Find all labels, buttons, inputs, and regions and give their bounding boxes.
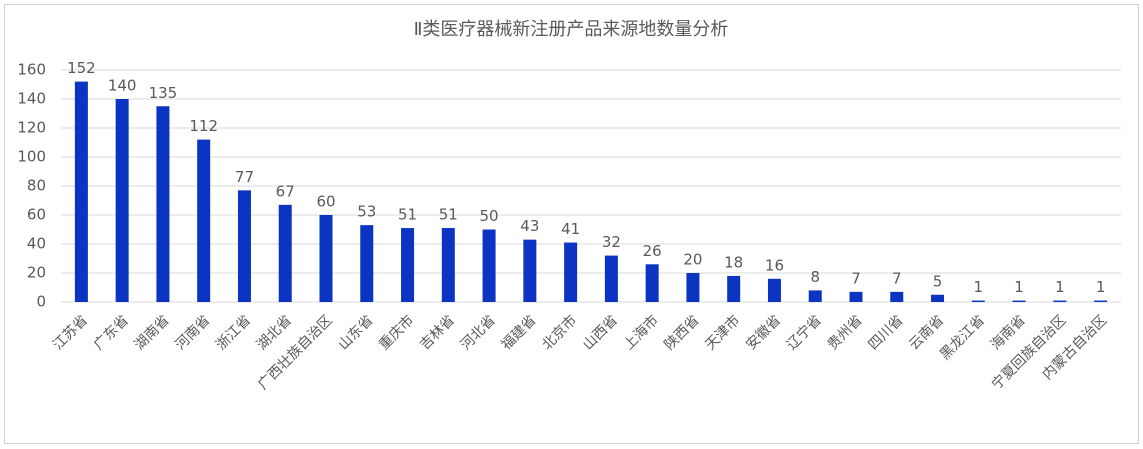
y-tick-label: 0 xyxy=(36,293,46,311)
y-tick-label: 80 xyxy=(27,177,46,195)
data-label: 1 xyxy=(1014,278,1024,296)
data-label: 1 xyxy=(1096,278,1106,296)
data-label: 112 xyxy=(189,117,218,135)
bar xyxy=(564,242,578,302)
data-label: 32 xyxy=(602,233,621,251)
bar xyxy=(237,190,251,302)
data-label: 140 xyxy=(108,77,137,95)
bar xyxy=(808,290,822,302)
bar xyxy=(360,225,374,302)
bar xyxy=(401,228,415,302)
data-label: 53 xyxy=(357,203,376,221)
bar xyxy=(686,273,700,302)
data-label: 135 xyxy=(149,84,178,102)
data-label: 7 xyxy=(892,269,902,287)
bar xyxy=(319,215,333,302)
y-tick-label: 60 xyxy=(27,206,46,224)
data-label: 18 xyxy=(724,253,743,271)
data-label: 50 xyxy=(480,207,499,225)
bar xyxy=(1012,300,1026,302)
bar xyxy=(604,255,618,302)
bar xyxy=(849,291,863,302)
bar xyxy=(197,139,211,302)
data-label: 1 xyxy=(1055,278,1065,296)
bar xyxy=(523,239,537,302)
y-tick-label: 160 xyxy=(17,61,46,79)
data-label: 1 xyxy=(974,278,984,296)
data-label: 77 xyxy=(235,168,254,186)
bar xyxy=(1053,300,1067,302)
bar xyxy=(727,275,741,302)
bar xyxy=(441,228,455,302)
data-label: 67 xyxy=(276,182,295,200)
data-label: 51 xyxy=(398,206,417,224)
data-label: 7 xyxy=(851,269,861,287)
chart-border xyxy=(4,4,1139,444)
chart-title: Ⅱ类医疗器械新注册产品来源地数量分析 xyxy=(414,19,729,40)
y-tick-label: 40 xyxy=(27,235,46,253)
bar xyxy=(767,278,781,302)
data-label: 152 xyxy=(67,59,96,77)
y-tick-label: 140 xyxy=(17,90,46,108)
data-label: 60 xyxy=(316,193,335,211)
data-label: 26 xyxy=(643,242,662,260)
data-label: 16 xyxy=(765,256,784,274)
data-label: 41 xyxy=(561,220,580,238)
bar xyxy=(482,229,496,302)
data-label: 51 xyxy=(439,206,458,224)
bar xyxy=(890,291,904,302)
y-tick-label: 20 xyxy=(27,264,46,282)
bar xyxy=(1094,300,1108,302)
data-label: 20 xyxy=(683,251,702,269)
data-label: 8 xyxy=(810,268,820,286)
y-tick-label: 120 xyxy=(17,119,46,137)
data-label: 43 xyxy=(520,217,539,235)
bar xyxy=(115,99,129,302)
bar xyxy=(645,264,659,302)
bar xyxy=(971,300,985,302)
y-tick-label: 100 xyxy=(17,148,46,166)
data-label: 5 xyxy=(933,272,943,290)
bar xyxy=(278,204,292,302)
bar xyxy=(74,81,88,302)
bar xyxy=(931,294,945,302)
bar xyxy=(156,106,170,302)
